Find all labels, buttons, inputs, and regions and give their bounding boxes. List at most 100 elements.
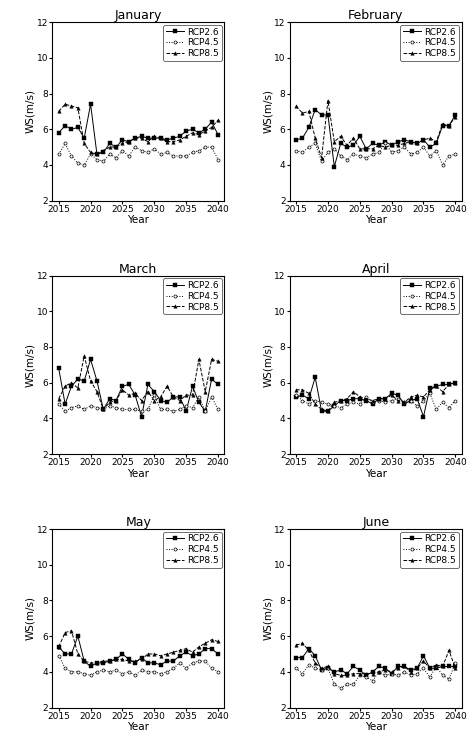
RCP2.6 xyxy=(151,133,157,142)
RCP2.6 xyxy=(202,644,208,653)
RCP2.6 xyxy=(382,664,388,673)
RCP4.5 xyxy=(202,143,208,152)
RCP8.5 xyxy=(382,143,388,152)
RCP8.5 xyxy=(389,141,395,150)
RCP2.6 xyxy=(440,380,446,389)
RCP2.6 xyxy=(376,394,382,403)
RCP8.5 xyxy=(164,649,170,658)
RCP8.5 xyxy=(376,668,382,677)
RCP2.6 xyxy=(293,136,299,144)
RCP4.5 xyxy=(209,393,215,402)
Title: June: June xyxy=(362,516,389,529)
RCP8.5 xyxy=(319,664,325,673)
RCP4.5 xyxy=(395,671,401,680)
RCP8.5 xyxy=(433,660,439,669)
Line: RCP8.5: RCP8.5 xyxy=(57,629,220,665)
RCP8.5 xyxy=(107,398,112,407)
RCP2.6 xyxy=(350,141,356,150)
RCP2.6 xyxy=(293,393,299,402)
RCP8.5 xyxy=(94,387,100,396)
RCP4.5 xyxy=(132,405,138,414)
RCP4.5 xyxy=(107,402,112,411)
RCP8.5 xyxy=(94,658,100,667)
RCP4.5 xyxy=(119,405,125,414)
RCP4.5 xyxy=(164,405,170,414)
RCP8.5 xyxy=(177,396,183,405)
RCP4.5 xyxy=(69,152,74,161)
RCP2.6 xyxy=(145,133,151,142)
RCP8.5 xyxy=(402,398,407,407)
RCP2.6 xyxy=(370,139,376,148)
RCP8.5 xyxy=(421,393,426,402)
RCP2.6 xyxy=(88,355,93,364)
RCP2.6 xyxy=(344,396,350,405)
Line: RCP8.5: RCP8.5 xyxy=(294,99,457,159)
RCP2.6 xyxy=(209,374,215,383)
RCP8.5 xyxy=(312,658,318,667)
RCP4.5 xyxy=(370,150,376,158)
RCP4.5 xyxy=(56,652,61,660)
RCP8.5 xyxy=(338,671,344,680)
RCP4.5 xyxy=(183,664,189,673)
RCP8.5 xyxy=(158,652,164,660)
RCP2.6 xyxy=(145,380,151,389)
RCP4.5 xyxy=(319,666,325,674)
RCP8.5 xyxy=(402,662,407,671)
RCP8.5 xyxy=(69,626,74,635)
RCP4.5 xyxy=(382,139,388,148)
RCP4.5 xyxy=(344,155,350,164)
RCP2.6 xyxy=(433,664,439,673)
RCP4.5 xyxy=(145,668,151,677)
RCP4.5 xyxy=(427,152,433,161)
RCP8.5 xyxy=(189,648,195,657)
RCP8.5 xyxy=(113,655,119,664)
RCP2.6 xyxy=(177,652,183,660)
RCP2.6 xyxy=(215,380,221,389)
RCP4.5 xyxy=(312,396,318,405)
RCP8.5 xyxy=(446,380,452,389)
RCP4.5 xyxy=(350,680,356,689)
RCP8.5 xyxy=(196,130,202,139)
RCP4.5 xyxy=(183,152,189,161)
RCP2.6 xyxy=(319,407,325,416)
RCP2.6 xyxy=(299,133,305,142)
RCP4.5 xyxy=(357,671,363,680)
RCP8.5 xyxy=(389,391,395,399)
RCP8.5 xyxy=(139,396,144,405)
RCP4.5 xyxy=(209,664,215,673)
RCP4.5 xyxy=(189,658,195,667)
RCP2.6 xyxy=(446,380,452,389)
RCP8.5 xyxy=(350,133,356,142)
RCP2.6 xyxy=(202,125,208,133)
RCP8.5 xyxy=(357,393,363,402)
RCP8.5 xyxy=(81,657,87,666)
RCP4.5 xyxy=(433,405,439,414)
RCP4.5 xyxy=(370,677,376,685)
RCP4.5 xyxy=(126,152,132,161)
RCP4.5 xyxy=(440,671,446,680)
Y-axis label: WS(m/s): WS(m/s) xyxy=(25,89,35,133)
RCP8.5 xyxy=(427,664,433,673)
RCP8.5 xyxy=(113,143,119,152)
Line: RCP2.6: RCP2.6 xyxy=(57,358,219,418)
RCP4.5 xyxy=(350,150,356,158)
RCP8.5 xyxy=(107,143,112,152)
RCP2.6 xyxy=(363,144,369,153)
RCP4.5 xyxy=(440,398,446,407)
RCP2.6 xyxy=(151,387,157,396)
RCP4.5 xyxy=(132,143,138,152)
RCP4.5 xyxy=(344,399,350,408)
RCP4.5 xyxy=(215,405,221,414)
RCP4.5 xyxy=(363,153,369,162)
RCP8.5 xyxy=(126,657,132,666)
RCP4.5 xyxy=(306,399,312,408)
RCP8.5 xyxy=(306,107,312,116)
RCP2.6 xyxy=(107,394,112,403)
RCP8.5 xyxy=(427,133,433,142)
RCP2.6 xyxy=(100,405,106,414)
RCP8.5 xyxy=(209,123,215,132)
Line: RCP4.5: RCP4.5 xyxy=(295,142,457,167)
RCP4.5 xyxy=(344,680,350,689)
RCP4.5 xyxy=(189,403,195,412)
RCP4.5 xyxy=(414,402,420,411)
